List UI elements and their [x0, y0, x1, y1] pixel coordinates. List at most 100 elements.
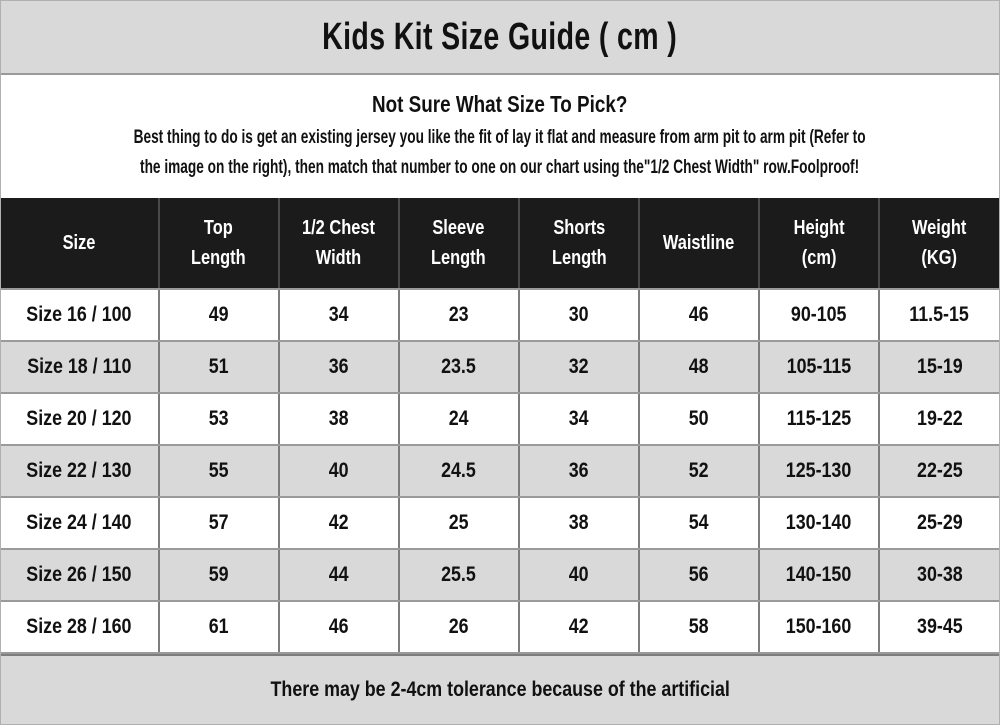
size-table: Size Top Length 1/2 Chest Width Sleeve L… [1, 198, 999, 654]
table-cell: 130-140 [757, 496, 880, 550]
cell-value: 25-29 [916, 511, 963, 534]
table-cell: 36 [517, 444, 640, 498]
table-cell: 48 [637, 340, 760, 394]
col-header-shorts-length: Shorts Length [517, 198, 640, 290]
table-cell: 30 [517, 288, 640, 342]
table-cell: 34 [517, 392, 640, 446]
table-cell: 55 [157, 444, 280, 498]
table-cell: 19-22 [877, 392, 999, 446]
col-header-label: Height (cm) [793, 217, 845, 269]
cell-value: 115-125 [786, 407, 852, 430]
col-header-height: Height (cm) [757, 198, 880, 290]
table-cell: Size 18 / 110 [1, 340, 160, 394]
cell-value: 44 [328, 563, 349, 586]
cell-value: 11.5-15 [909, 303, 970, 326]
cell-value: Size 16 / 100 [26, 303, 132, 326]
table-row-size-22-130: Size 22 / 130 55 40 24.5 36 52 125-130 2… [1, 444, 999, 498]
cell-value: 39-45 [916, 615, 963, 638]
col-header-waistline: Waistline [637, 198, 760, 290]
table-cell: 11.5-15 [877, 288, 999, 342]
table-cell: 15-19 [877, 340, 999, 394]
table-cell: Size 28 / 160 [1, 600, 160, 654]
table-cell: 22-25 [877, 444, 999, 498]
col-header-label: Sleeve Length [431, 217, 487, 269]
cell-value: Size 28 / 160 [26, 615, 132, 638]
table-cell: 54 [637, 496, 760, 550]
cell-value: 46 [688, 303, 709, 326]
table-cell: Size 26 / 150 [1, 548, 160, 602]
cell-value: 105-115 [786, 355, 852, 378]
table-cell: 26 [397, 600, 520, 654]
table-cell: 46 [277, 600, 400, 654]
table-cell: 61 [157, 600, 280, 654]
col-header-weight: Weight (KG) [877, 198, 999, 290]
table-cell: 53 [157, 392, 280, 446]
cell-value: Size 24 / 140 [26, 511, 132, 534]
cell-value: 24.5 [441, 459, 477, 482]
col-header-label: Waistline [663, 232, 735, 254]
cell-value: Size 26 / 150 [26, 563, 132, 586]
table-cell: 58 [637, 600, 760, 654]
cell-value: 26 [448, 615, 469, 638]
table-cell: 125-130 [757, 444, 880, 498]
table-cell: 57 [157, 496, 280, 550]
table-cell: 40 [277, 444, 400, 498]
cell-value: 15-19 [916, 355, 963, 378]
cell-value: 24 [448, 407, 469, 430]
cell-value: 50 [688, 407, 709, 430]
cell-value: 51 [208, 355, 229, 378]
col-header-label: 1/2 Chest Width [302, 217, 376, 269]
table-cell: 32 [517, 340, 640, 394]
table-cell: 23.5 [397, 340, 520, 394]
table-cell: 115-125 [757, 392, 880, 446]
cell-value: 38 [568, 511, 589, 534]
col-header-top-length: Top Length [157, 198, 280, 290]
cell-value: 36 [568, 459, 589, 482]
cell-value: 59 [208, 563, 229, 586]
table-cell: 49 [157, 288, 280, 342]
cell-value: 22-25 [916, 459, 963, 482]
table-cell: 23 [397, 288, 520, 342]
table-row-size-20-120: Size 20 / 120 53 38 24 34 50 115-125 19-… [1, 392, 999, 446]
cell-value: 53 [208, 407, 229, 430]
cell-value: 30 [568, 303, 589, 326]
table-cell: 40 [517, 548, 640, 602]
cell-value: 42 [568, 615, 589, 638]
cell-value: 140-150 [786, 563, 852, 586]
table-row-size-26-150: Size 26 / 150 59 44 25.5 40 56 140-150 3… [1, 548, 999, 602]
cell-value: 25 [448, 511, 469, 534]
cell-value: Size 22 / 130 [26, 459, 132, 482]
table-cell: 51 [157, 340, 280, 394]
table-cell: 34 [277, 288, 400, 342]
table-row-size-28-160: Size 28 / 160 61 46 26 42 58 150-160 39-… [1, 600, 999, 654]
cell-value: Size 18 / 110 [27, 355, 132, 378]
cell-value: 55 [208, 459, 229, 482]
cell-value: 61 [208, 615, 229, 638]
table-cell: 42 [277, 496, 400, 550]
table-header-row: Size Top Length 1/2 Chest Width Sleeve L… [1, 198, 999, 290]
cell-value: 49 [208, 303, 229, 326]
table-cell: 46 [637, 288, 760, 342]
cell-value: 42 [328, 511, 349, 534]
table-cell: 56 [637, 548, 760, 602]
table-cell: 150-160 [757, 600, 880, 654]
cell-value: 90-105 [791, 303, 847, 326]
cell-value: 40 [568, 563, 589, 586]
footnote-text: There may be 2-4cm tolerance because of … [270, 678, 730, 701]
cell-value: 130-140 [786, 511, 852, 534]
cell-value: 58 [688, 615, 709, 638]
table-cell: 59 [157, 548, 280, 602]
table-cell: 52 [637, 444, 760, 498]
table-cell: 90-105 [757, 288, 880, 342]
cell-value: 25.5 [441, 563, 477, 586]
page-title: Kids Kit Size Guide ( cm ) [322, 15, 678, 58]
col-header-sleeve-length: Sleeve Length [397, 198, 520, 290]
intro-description: Best thing to do is get an existing jers… [1, 123, 999, 182]
table-cell: 42 [517, 600, 640, 654]
table-row-size-24-140: Size 24 / 140 57 42 25 38 54 130-140 25-… [1, 496, 999, 550]
cell-value: 57 [208, 511, 229, 534]
cell-value: 125-130 [786, 459, 852, 482]
table-cell: 50 [637, 392, 760, 446]
table-row-size-18-110: Size 18 / 110 51 36 23.5 32 48 105-115 1… [1, 340, 999, 394]
